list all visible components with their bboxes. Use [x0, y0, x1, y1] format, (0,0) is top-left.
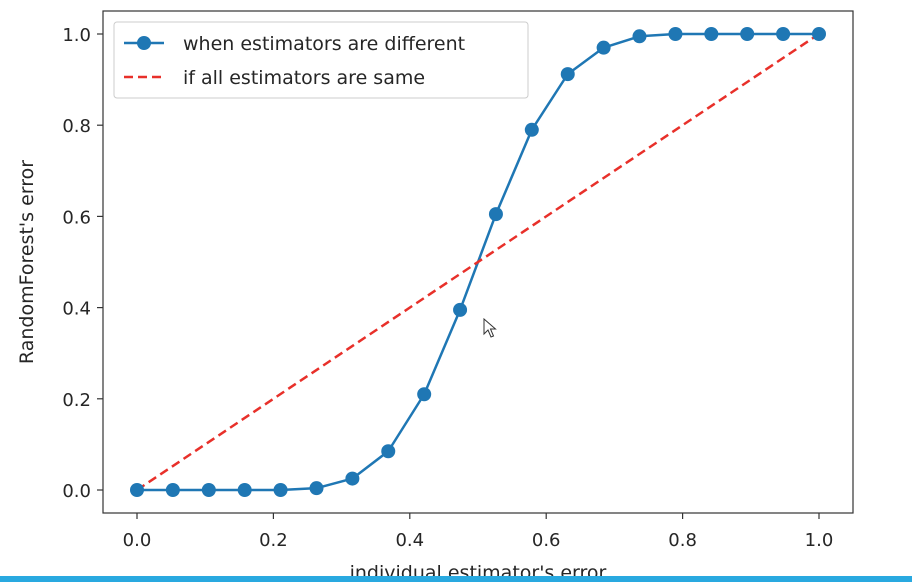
data-point [453, 302, 468, 317]
legend-box [113, 21, 529, 99]
series-line-same [136, 32, 820, 492]
data-point [812, 27, 826, 41]
data-point [417, 387, 432, 402]
y-tick-label: 0.2 [62, 390, 91, 411]
x-tick-label: 0.0 [123, 530, 152, 551]
y-tick-label: 0.4 [62, 299, 91, 320]
y-tick-label: 0.8 [62, 116, 91, 137]
data-point [237, 483, 252, 497]
data-point [273, 483, 288, 497]
data-point [488, 207, 503, 222]
mouse-pointer-icon [483, 318, 497, 338]
data-point [381, 444, 396, 459]
y-axis-label: RandomForest's error [16, 160, 38, 364]
legend-marker-different [137, 36, 151, 50]
legend-label-same: if all estimators are same [183, 67, 425, 89]
x-tick-label: 0.6 [532, 530, 561, 551]
data-point [130, 483, 144, 497]
x-tick-label: 0.8 [668, 530, 697, 551]
data-point [740, 27, 755, 41]
window-bottom-border [0, 576, 912, 582]
plot-area [102, 10, 854, 514]
x-tick-label: 1.0 [805, 530, 834, 551]
data-point [560, 67, 575, 82]
axes-frame [102, 10, 854, 514]
data-point [345, 471, 360, 486]
data-point [596, 40, 611, 55]
y-tick-label: 1.0 [62, 25, 91, 46]
data-point [524, 122, 539, 137]
y-tick-label: 0.0 [62, 481, 91, 502]
data-point [632, 29, 647, 44]
data-point [201, 483, 216, 497]
data-point [776, 27, 791, 41]
data-point [309, 481, 324, 496]
legend-label-different: when estimators are different [183, 33, 465, 55]
data-point [668, 27, 683, 41]
data-point [704, 27, 719, 41]
y-tick-label: 0.6 [62, 207, 91, 228]
legend: when estimators are different if all est… [113, 21, 529, 99]
data-point [165, 483, 180, 497]
x-tick-label: 0.4 [395, 530, 424, 551]
x-tick-label: 0.2 [259, 530, 288, 551]
axis-ticks: 0.0 0.2 0.4 0.6 0.8 1.0 0.0 0.2 0.4 0.6 0.8 1.0 [62, 25, 833, 551]
